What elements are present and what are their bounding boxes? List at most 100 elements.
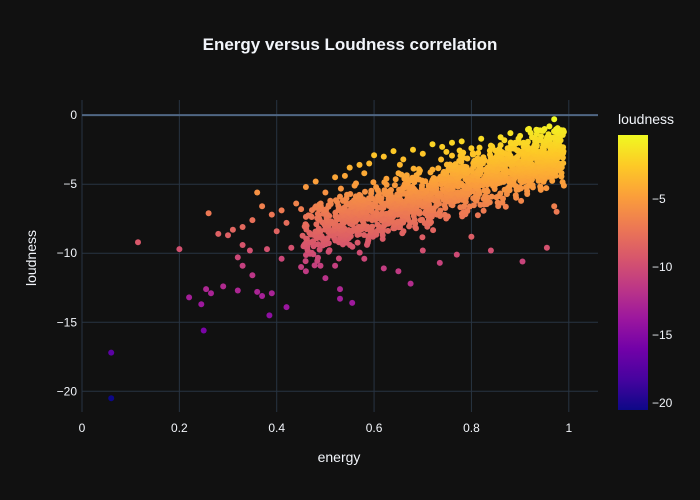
y-tick-label: −5 [63,177,77,191]
data-point [259,203,266,210]
data-point [507,139,514,146]
data-point [538,133,545,140]
data-point [347,191,354,197]
data-point [441,211,448,218]
data-point [400,228,407,235]
data-point [435,165,442,172]
data-point [436,259,443,266]
data-point [512,139,519,146]
data-point [361,255,368,262]
y-axis-title: loudness [23,230,39,286]
data-point [474,155,481,162]
colorbar-tick-label: −5 [652,192,666,206]
colorbar: loudness −5 −10 −15 −20 [618,111,674,410]
data-point [410,165,417,172]
data-point [443,148,450,155]
data-point [403,172,410,179]
chart-title: Energy versus Loudness correlation [203,35,498,54]
data-point [302,258,309,265]
grid-lines [81,100,598,412]
data-point [419,150,426,157]
data-point [545,131,552,138]
data-point [135,239,141,246]
data-point [476,144,483,151]
data-point [316,246,323,253]
data-point [543,244,550,251]
data-point [326,247,333,254]
data-point [268,290,275,297]
y-axis-ticks: 0 −5 −10 −15 −20 [57,108,78,398]
data-point [234,254,241,261]
data-point [524,138,531,145]
data-point [474,212,481,219]
data-point [368,187,375,194]
data-point [419,234,426,241]
data-point [332,174,339,181]
data-point [430,227,437,234]
data-point [266,312,273,319]
x-tick-label: 1 [565,421,572,435]
data-point [551,116,558,123]
data-point [560,160,567,167]
data-point [302,268,309,275]
data-point [249,217,256,224]
data-point [322,275,329,282]
data-point [438,156,445,163]
data-point [395,170,402,177]
data-point [554,125,561,132]
data-point [349,299,356,306]
data-point [533,126,540,133]
data-point [268,211,275,218]
data-point [369,223,376,230]
data-point [468,233,475,240]
data-point [383,175,390,182]
data-point [559,179,566,186]
data-point [437,207,444,214]
x-tick-label: 0.8 [463,421,480,435]
data-point [298,206,305,213]
data-point [475,150,482,156]
data-point [283,219,290,226]
data-point [273,228,280,235]
data-point [379,210,386,217]
data-point [317,200,324,207]
data-point [370,179,377,186]
data-point [337,286,343,293]
data-point [456,157,463,164]
data-point [497,190,504,197]
data-point [400,156,407,163]
data-point [407,280,414,287]
data-point [410,146,416,153]
data-point [470,202,477,209]
data-point [380,265,387,272]
data-point [205,210,212,217]
data-point [429,141,436,148]
data-point [293,200,300,207]
data-point [313,221,320,228]
y-tick-label: 0 [70,108,77,122]
x-tick-label: 0.4 [268,421,285,435]
y-tick-label: −20 [57,384,78,398]
data-point [553,208,560,215]
data-point [409,183,416,190]
data-point [374,221,381,228]
data-point [356,249,363,256]
data-point [317,262,324,269]
data-point [371,152,378,159]
data-point [259,293,266,299]
data-point [299,232,306,239]
data-point [502,203,509,210]
data-point [385,227,391,234]
data-point [176,246,183,253]
data-point [415,166,422,173]
data-point [234,287,241,294]
data-point [203,286,210,293]
data-point [239,262,246,269]
data-point [519,258,526,265]
data-point [469,150,476,157]
colorbar-ticks: −5 −10 −15 −20 [652,192,673,410]
data-point [362,188,368,195]
data-point [278,207,285,214]
data-point [354,239,361,246]
data-point [302,240,309,247]
